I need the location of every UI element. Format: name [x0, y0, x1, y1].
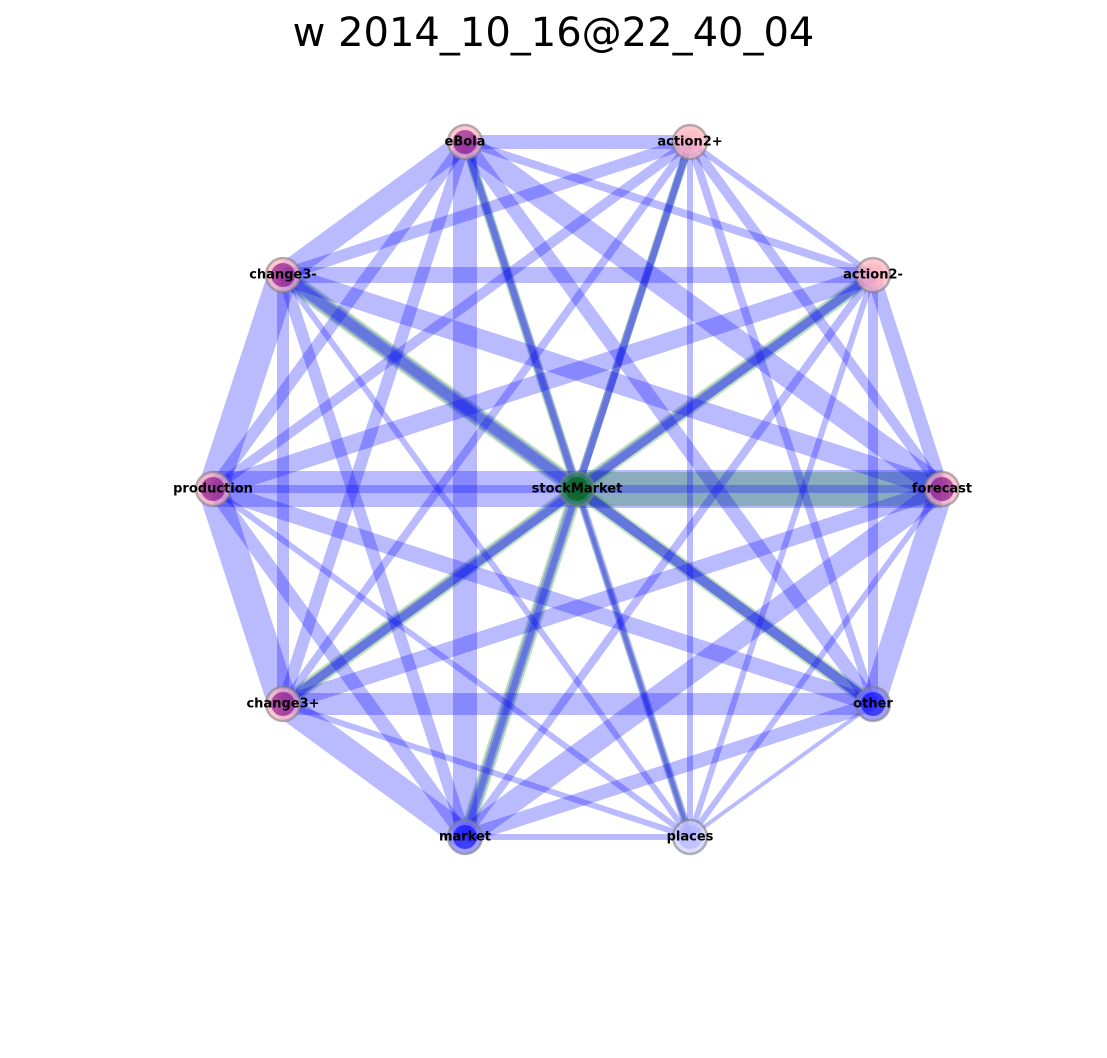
edge-production-places [211, 486, 692, 840]
edge-action2--places [687, 274, 876, 838]
node-label-eBola: eBola [445, 135, 486, 150]
node-production[interactable]: production [173, 470, 253, 508]
edge-change3--market [277, 273, 471, 839]
edge-stockMarket-action2- [574, 270, 876, 494]
node-change3-[interactable]: change3- [249, 256, 317, 294]
edge-action2--forecast [866, 272, 949, 492]
edge-stockMarket-action2- [572, 269, 878, 495]
node-core-forecast [930, 477, 954, 501]
edge-stockMarket-other [572, 483, 878, 710]
edge-production-market [207, 484, 471, 842]
node-core-action2+ [678, 130, 702, 154]
node-core-eBola [453, 130, 477, 154]
node-market[interactable]: market [439, 818, 491, 856]
edge-stockMarket-change3- [278, 269, 582, 495]
node-core-action2- [861, 263, 885, 287]
node-core-production [201, 477, 225, 501]
edge-stockMarket-action2+ [573, 140, 694, 491]
node-eBola[interactable]: eBola [445, 123, 486, 161]
edge-change3--production [198, 270, 298, 494]
node-action2-[interactable]: action2- [843, 256, 903, 294]
diagram-title: w 2014_10_16@22_40_04 [292, 10, 815, 56]
node-core-change3+ [271, 692, 295, 716]
edge-layer [198, 133, 954, 848]
edge-stockMarket-market [458, 486, 584, 840]
node-change3+[interactable]: change3+ [246, 685, 320, 723]
node-stockMarket[interactable]: stockMarket [532, 470, 623, 508]
edge-forecast-change3+ [280, 481, 945, 712]
edge-stockMarket-eBola [462, 141, 580, 490]
edge-action2+-change3- [281, 136, 692, 281]
edge-change3+-market [275, 693, 473, 848]
node-places[interactable]: places [667, 818, 714, 856]
edge-eBola-change3+ [277, 140, 471, 706]
edge-action2+-change3+ [279, 139, 694, 707]
edge-stockMarket-places [574, 488, 693, 838]
edge-production-other [210, 481, 876, 712]
edge-eBola-other [459, 137, 879, 709]
node-action2+[interactable]: action2+ [657, 123, 723, 161]
edge-stockMarket-market [460, 487, 582, 839]
edge-stockMarket-other [574, 484, 876, 709]
edge-stockMarket-change3+ [280, 484, 580, 709]
edge-action2+-forecast [685, 139, 947, 492]
edge-eBola-forecast [458, 133, 949, 498]
edge-change3+-places [282, 701, 691, 840]
edge-stockMarket-places [575, 488, 692, 838]
edge-production-change3+ [198, 484, 298, 709]
node-core-market [453, 825, 477, 849]
edge-action2--production [210, 266, 876, 498]
edge-action2--market [461, 272, 877, 840]
edge-change3--forecast [279, 265, 946, 499]
edge-eBola-change3- [276, 133, 472, 284]
node-core-stockMarket [565, 477, 589, 501]
edge-action2+-other [686, 140, 877, 706]
edge-eBola-action2- [463, 138, 875, 279]
edge-forecast-other [861, 485, 954, 708]
edge-forecast-market [458, 480, 949, 846]
node-label-change3-: change3- [249, 268, 317, 283]
node-core-places [678, 825, 702, 849]
edge-eBola-production [208, 138, 470, 493]
edge-action2+-production [210, 137, 693, 494]
node-label-forecast: forecast [912, 482, 972, 497]
node-layer: stockMarket eBola action2+ action2- forecast… [173, 123, 972, 856]
node-label-stockMarket: stockMarket [532, 482, 623, 497]
edge-action2+-action2- [688, 139, 875, 278]
node-label-action2+: action2+ [657, 135, 722, 150]
edge-stockMarket-eBola [460, 140, 582, 491]
node-label-production: production [173, 482, 253, 497]
edge-stockMarket-change3- [277, 267, 583, 497]
node-label-market: market [439, 830, 491, 845]
edge-stockMarket-change3+ [278, 483, 582, 710]
node-label-places: places [667, 830, 714, 845]
edge-stockMarket-action2+ [573, 140, 694, 491]
node-label-action2-: action2- [843, 268, 903, 283]
node-other[interactable]: other [853, 685, 893, 723]
node-core-change3- [271, 263, 295, 287]
node-label-other: other [853, 697, 893, 712]
edge-forecast-places [687, 487, 945, 839]
edge-other-places [688, 702, 875, 839]
node-core-other [861, 692, 885, 716]
node-label-change3+: change3+ [246, 697, 319, 712]
node-forecast[interactable]: forecast [912, 470, 972, 508]
edge-change3--places [280, 273, 693, 839]
edge-other-market [462, 697, 876, 844]
